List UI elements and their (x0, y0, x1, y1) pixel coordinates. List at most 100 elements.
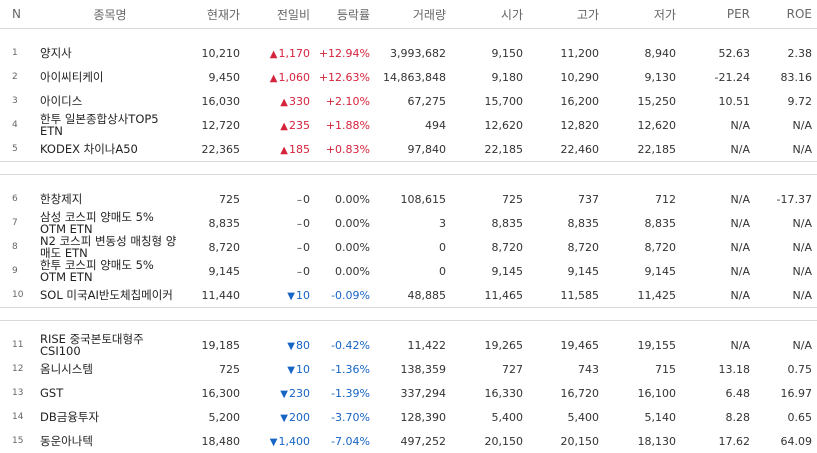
per-cell: N/A (681, 333, 755, 357)
stock-name-link[interactable]: RISE 중국본토대형주CSI100 (40, 333, 185, 357)
low-cell: 9,145 (604, 259, 681, 283)
header-per[interactable]: PER (681, 0, 755, 29)
high-cell: 8,720 (528, 235, 604, 259)
header-name[interactable]: 종목명 (40, 0, 185, 29)
stock-name-link[interactable]: 옴니시스템 (40, 357, 185, 381)
table-row[interactable]: 7삼성 코스피 양매도 5% OTM ETN8,83500.00%38,8358… (0, 211, 817, 235)
volume-cell: 494 (375, 113, 451, 137)
table-row[interactable]: 2아이씨티케이9,4501,060+12.63%14,863,8489,1801… (0, 65, 817, 89)
stock-name-link[interactable]: 양지사 (40, 41, 185, 65)
volume-cell: 0 (375, 259, 451, 283)
stock-name-link[interactable]: DB금융투자 (40, 405, 185, 429)
stock-name-link[interactable]: 삼성 코스피 양매도 5% OTM ETN (40, 211, 185, 235)
stock-name-link[interactable]: 한투 일본종합상사TOP5 ETN (40, 113, 185, 137)
table-row[interactable]: 12옴니시스템72510-1.36%138,35972774371513.180… (0, 357, 817, 381)
down-arrow-icon (280, 413, 288, 424)
high-cell: 10,290 (528, 65, 604, 89)
change-cell: 1,400 (245, 429, 315, 453)
change-cell: 0 (245, 235, 315, 259)
low-cell: 715 (604, 357, 681, 381)
table-row[interactable]: 9한투 코스피 양매도 5% OTM ETN9,14500.00%09,1459… (0, 259, 817, 283)
stock-name-link[interactable]: KODEX 차이나A50 (40, 137, 185, 162)
high-cell: 11,200 (528, 41, 604, 65)
change-value: 1,170 (279, 47, 311, 60)
low-cell: 11,425 (604, 283, 681, 308)
open-cell: 22,185 (451, 137, 528, 162)
low-cell: 9,130 (604, 65, 681, 89)
stock-name-link[interactable]: N2 코스피 변동성 매칭형 양매도 ETN (40, 235, 185, 259)
flat-dash-icon (297, 267, 302, 278)
high-cell: 20,150 (528, 429, 604, 453)
per-cell: 10.51 (681, 89, 755, 113)
stock-name-link[interactable]: GST (40, 381, 185, 405)
change-cell: 185 (245, 137, 315, 162)
high-cell: 11,585 (528, 283, 604, 308)
change-value: 0 (303, 217, 310, 230)
header-change[interactable]: 전일비 (245, 0, 315, 29)
stock-name-link[interactable]: 동운아나텍 (40, 429, 185, 453)
up-arrow-icon (280, 121, 288, 132)
header-roe[interactable]: ROE (755, 0, 817, 29)
header-high[interactable]: 고가 (528, 0, 604, 29)
header-n[interactable]: N (0, 0, 40, 29)
rate-cell: -1.39% (315, 381, 375, 405)
low-cell: 8,835 (604, 211, 681, 235)
stock-name-link[interactable]: 아이디스 (40, 89, 185, 113)
flat-dash-icon (297, 243, 302, 254)
header-volume[interactable]: 거래량 (375, 0, 451, 29)
per-cell: 13.18 (681, 357, 755, 381)
row-number: 7 (0, 211, 40, 235)
table-row[interactable]: 4한투 일본종합상사TOP5 ETN12,720235+1.88%49412,6… (0, 113, 817, 137)
change-value: 0 (303, 241, 310, 254)
header-open[interactable]: 시가 (451, 0, 528, 29)
header-low[interactable]: 저가 (604, 0, 681, 29)
stock-name-link[interactable]: 한창제지 (40, 187, 185, 211)
price-cell: 725 (185, 187, 245, 211)
change-cell: 10 (245, 357, 315, 381)
high-cell: 16,720 (528, 381, 604, 405)
up-arrow-icon (270, 73, 278, 84)
volume-cell: 97,840 (375, 137, 451, 162)
per-cell: 17.62 (681, 429, 755, 453)
row-number: 1 (0, 41, 40, 65)
table-row[interactable]: 14DB금융투자5,200200-3.70%128,3905,4005,4005… (0, 405, 817, 429)
per-cell: -21.24 (681, 65, 755, 89)
stock-name-link[interactable]: SOL 미국AI반도체칩메이커 (40, 283, 185, 308)
volume-cell: 3,993,682 (375, 41, 451, 65)
high-cell: 16,200 (528, 89, 604, 113)
change-cell: 1,170 (245, 41, 315, 65)
table-row[interactable]: 15동운아나텍18,4801,400-7.04%497,25220,15020,… (0, 429, 817, 453)
table-row[interactable]: 1양지사10,2101,170+12.94%3,993,6829,15011,2… (0, 41, 817, 65)
per-cell: N/A (681, 137, 755, 162)
high-cell: 5,400 (528, 405, 604, 429)
open-cell: 9,150 (451, 41, 528, 65)
down-arrow-icon (280, 389, 288, 400)
header-price[interactable]: 현재가 (185, 0, 245, 29)
volume-cell: 3 (375, 211, 451, 235)
rate-cell: +12.94% (315, 41, 375, 65)
high-cell: 12,820 (528, 113, 604, 137)
volume-cell: 108,615 (375, 187, 451, 211)
table-row[interactable]: 3아이디스16,030330+2.10%67,27515,70016,20015… (0, 89, 817, 113)
stock-name-link[interactable]: 한투 코스피 양매도 5% OTM ETN (40, 259, 185, 283)
roe-cell: 2.38 (755, 41, 817, 65)
row-number: 2 (0, 65, 40, 89)
open-cell: 727 (451, 357, 528, 381)
rate-cell: 0.00% (315, 187, 375, 211)
table-row[interactable]: 13GST16,300230-1.39%337,29416,33016,7201… (0, 381, 817, 405)
gap-cell (0, 175, 817, 188)
roe-cell: N/A (755, 259, 817, 283)
per-cell: N/A (681, 187, 755, 211)
stock-name-link[interactable]: 아이씨티케이 (40, 65, 185, 89)
group-gap (0, 162, 817, 175)
open-cell: 12,620 (451, 113, 528, 137)
group-gap (0, 321, 817, 334)
header-rate[interactable]: 등락률 (315, 0, 375, 29)
rate-cell: 0.00% (315, 211, 375, 235)
table-row[interactable]: 8N2 코스피 변동성 매칭형 양매도 ETN8,72000.00%08,720… (0, 235, 817, 259)
high-cell: 19,465 (528, 333, 604, 357)
